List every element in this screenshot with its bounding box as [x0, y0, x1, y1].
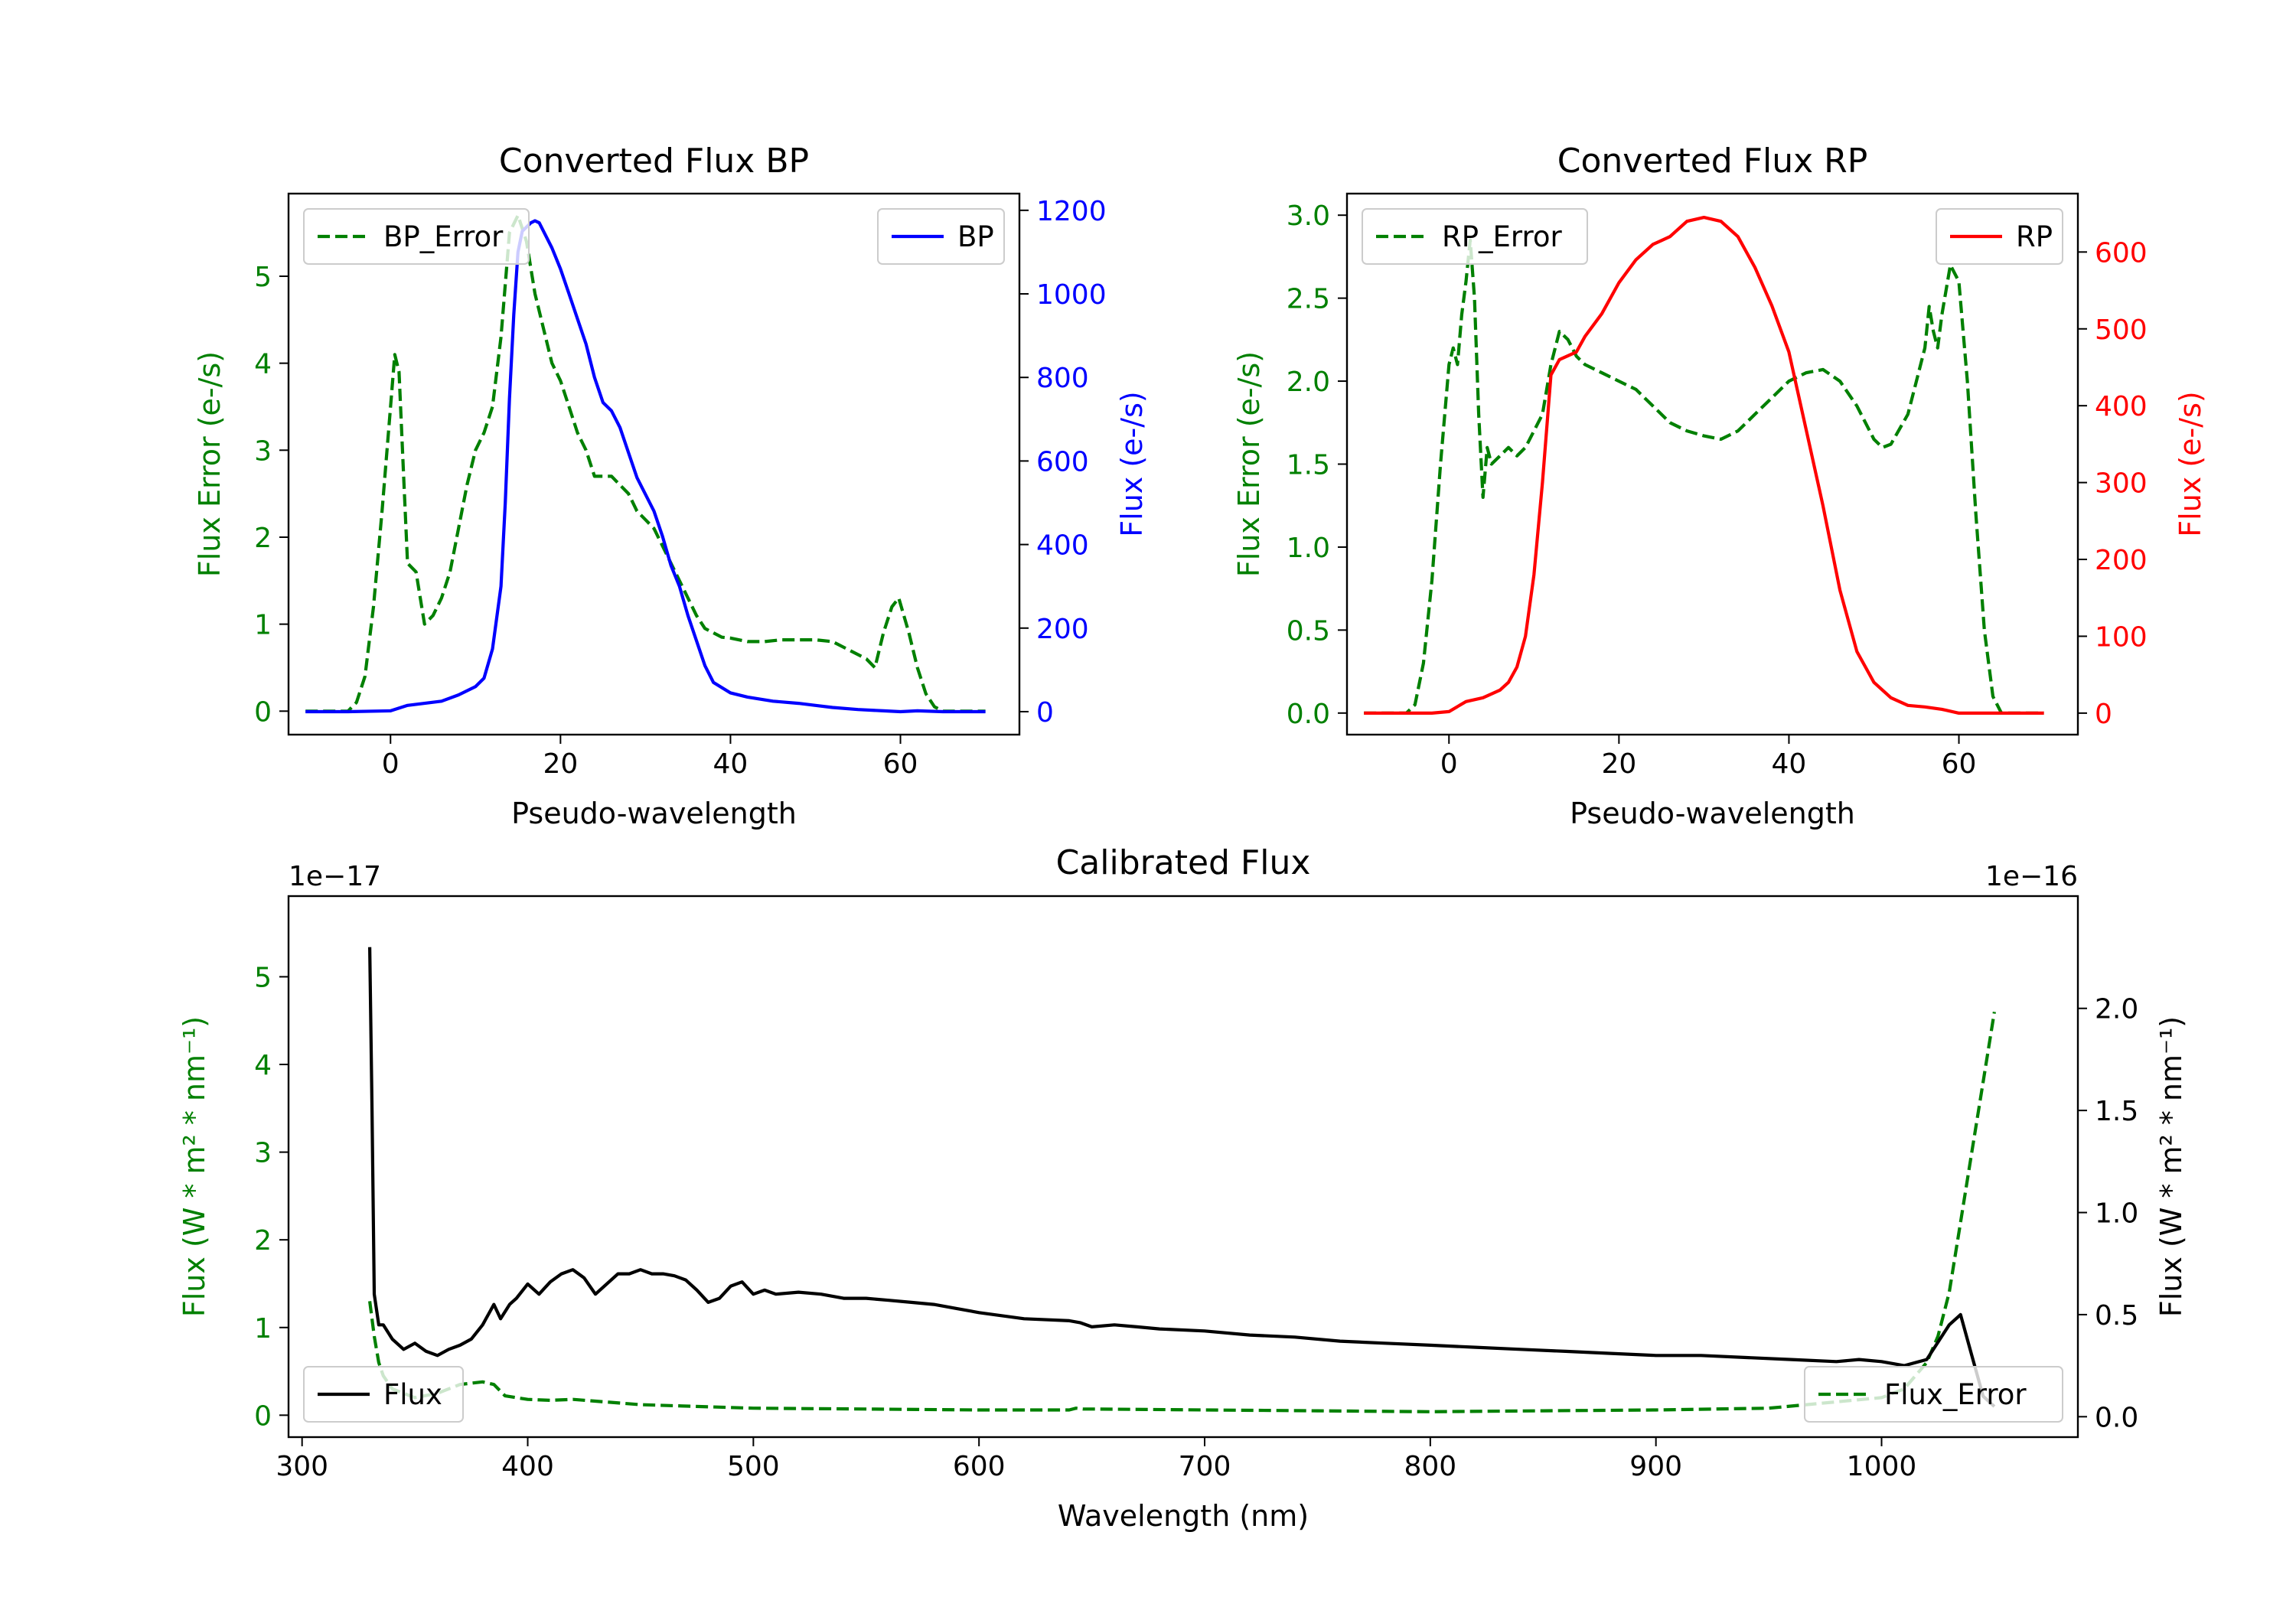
x-tick-label: 40 [713, 748, 748, 780]
y-right-tick-label: 300 [2095, 468, 2148, 500]
legend-label: RP [2016, 220, 2053, 253]
y-right-tick-label: 1000 [1036, 279, 1107, 311]
legend-rp: RP [1936, 208, 2063, 265]
panel-converted-flux-bp: 0 20 40 60012345020040060080010001200Conver… [193, 142, 1149, 830]
y-right-tick-label: 400 [2095, 391, 2148, 422]
legend-flux: Flux [303, 1366, 464, 1423]
legend-bp-error: BP_Error [303, 208, 530, 265]
y-left-tick-label: 5 [254, 262, 272, 293]
y-left-tick-label: 2.0 [1287, 367, 1330, 398]
legend-box [1804, 1366, 2063, 1423]
y-right-tick-label: 600 [1036, 446, 1089, 478]
x-tick-label: 20 [543, 748, 578, 780]
y-left-tick-label: 2 [254, 1225, 272, 1257]
x-tick-label: 60 [1942, 748, 1977, 780]
legend-rp-error: RP_Error [1362, 208, 1588, 265]
series-group [1364, 216, 2044, 715]
y-left-tick-label: 3 [254, 435, 272, 467]
y-right-tick-label: 800 [1036, 363, 1089, 394]
y-left-tick-label: 4 [254, 349, 272, 380]
x-tick-label: 400 [501, 1451, 554, 1482]
legend-box [303, 1366, 464, 1423]
plot-frame [287, 895, 2079, 1439]
x-axis-label: Wavelength (nm) [1058, 1499, 1309, 1533]
legend-flux-error: Flux_Error [1804, 1366, 2063, 1423]
y-left-tick-label: 2 [254, 523, 272, 554]
y-left-tick-label: 3 [254, 1138, 272, 1169]
y-right-tick-label: 2.0 [2095, 994, 2138, 1025]
x-tick-label: 600 [953, 1451, 1006, 1482]
legend-label: BP [957, 220, 994, 253]
x-tick-label: 60 [883, 748, 918, 780]
x-axis-label: Pseudo-wavelength [511, 797, 797, 830]
series-line-rp-error [1364, 238, 2044, 715]
chart-title: Converted Flux RP [1557, 142, 1868, 181]
legend-box [1362, 208, 1588, 265]
y-right-offset-label: 1e−16 [1985, 861, 2078, 892]
y-left-axis-label: Flux Error (e-/s) [193, 351, 227, 577]
series-group [305, 214, 986, 714]
y-right-tick-label: 600 [2095, 237, 2148, 269]
y-right-tick-label: 1.0 [2095, 1198, 2138, 1230]
y-right-tick-label: 0 [2095, 699, 2112, 730]
x-tick-label: 900 [1629, 1451, 1682, 1482]
y-left-tick-label: 0.5 [1287, 615, 1330, 647]
series-line-rp [1364, 216, 2044, 715]
series-line-flux [368, 947, 1996, 1408]
y-left-tick-label: 1 [254, 1313, 272, 1345]
x-tick-label: 40 [1772, 748, 1807, 780]
legend-bp: BP [877, 208, 1005, 265]
y-right-tick-label: 0 [1036, 697, 1054, 729]
x-tick-label: 0 [1440, 748, 1458, 780]
legend-box [303, 208, 530, 265]
panel-converted-flux-rp: 0 20 40 60 0.0 0.5 1.0 1.5 2.0 2.5 3.0 0 100 200 300 40… [1232, 142, 2207, 830]
y-left-tick-label: 0 [254, 1400, 272, 1432]
y-right-tick-label: 0.5 [2095, 1300, 2138, 1332]
legend-label: Flux [383, 1378, 442, 1411]
panel-calibrated-flux: 300 400 500 600 700 800 900 1000 0 1 2 3 4 5 0.0 0.5 1.0… [178, 843, 2188, 1533]
y-right-tick-label: 200 [2095, 545, 2148, 576]
x-tick-label: 500 [727, 1451, 780, 1482]
y-left-axis-label: Flux Error (e-/s) [1232, 351, 1266, 577]
x-tick-label: 1000 [1847, 1451, 1917, 1482]
y-left-tick-label: 5 [254, 962, 272, 993]
y-right-tick-label: 100 [2095, 621, 2148, 653]
series-line-bp [305, 219, 986, 714]
y-right-tick-label: 1200 [1036, 196, 1107, 227]
y-left-tick-label: 4 [254, 1050, 272, 1081]
plot-frame [287, 192, 1021, 736]
chart-title: Calibrated Flux [1056, 843, 1311, 882]
y-left-axis-label: Flux (W * m² * nm⁻¹) [178, 1016, 211, 1317]
y-right-tick-label: 400 [1036, 530, 1089, 562]
legend-label: Flux_Error [1884, 1378, 2027, 1411]
y-right-axis-label: Flux (e-/s) [1115, 391, 1149, 536]
y-left-tick-label: 3.0 [1287, 200, 1330, 232]
y-right-tick-label: 1.5 [2095, 1096, 2138, 1127]
y-left-tick-label: 2.5 [1287, 284, 1330, 315]
y-right-axis-label: Flux (W * m² * nm⁻¹) [2154, 1016, 2188, 1317]
x-tick-label: 0 [382, 748, 400, 780]
y-left-tick-label: 0.0 [1287, 699, 1330, 730]
y-left-tick-label: 1.5 [1287, 450, 1330, 481]
y-right-axis-label: Flux (e-/s) [2174, 391, 2207, 536]
legend-label: RP_Error [1442, 220, 1562, 253]
y-right-tick-label: 200 [1036, 614, 1089, 645]
y-right-tick-label: 0.0 [2095, 1402, 2138, 1433]
y-left-tick-label: 1.0 [1287, 533, 1330, 564]
legend-label: BP_Error [383, 220, 504, 253]
y-left-offset-label: 1e−17 [289, 861, 381, 892]
x-tick-label: 800 [1404, 1451, 1456, 1482]
y-right-tick-label: 500 [2095, 315, 2148, 346]
y-left-tick-label: 0 [254, 696, 272, 728]
x-axis-label: Pseudo-wavelength [1570, 797, 1855, 830]
chart-title: Converted Flux BP [499, 142, 809, 181]
x-tick-label: 20 [1601, 748, 1636, 780]
y-left-tick-label: 1 [254, 610, 272, 641]
x-tick-label: 300 [276, 1451, 328, 1482]
x-tick-label: 700 [1179, 1451, 1231, 1482]
series-line-bp-error [305, 214, 986, 713]
